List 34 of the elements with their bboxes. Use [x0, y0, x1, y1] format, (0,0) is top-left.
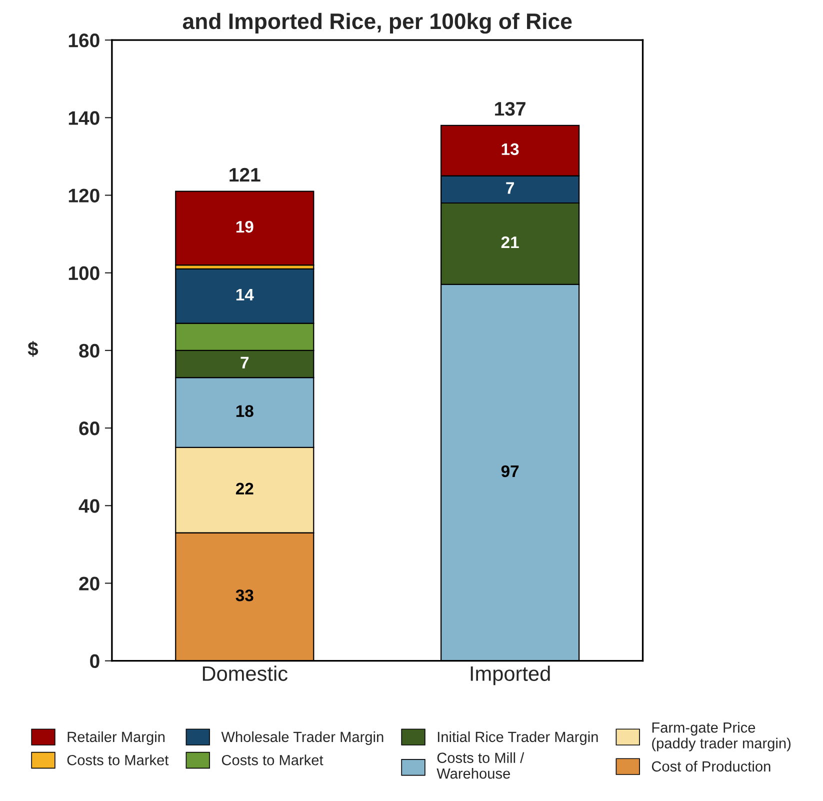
data-label: 33: [236, 589, 254, 602]
x-tick-label: Domestic: [202, 666, 288, 681]
data-label: 97: [501, 465, 519, 478]
data-label: 22: [236, 482, 254, 494]
total-label: 137: [495, 102, 526, 116]
legend-label: Costs to Market: [67, 754, 169, 766]
data-label: 13: [502, 143, 519, 156]
y-tick-label: 40: [78, 499, 100, 513]
legend-label: Wholesale Trader Margin: [221, 731, 384, 745]
y-tick-label: 120: [68, 188, 100, 202]
legend-label: Farm-gate Price (paddy trader margin): [652, 722, 791, 752]
x-tick-label: Imported: [470, 666, 550, 686]
y-tick-label: 100: [68, 266, 100, 280]
y-tick-label: 20: [79, 576, 100, 590]
data-label: 7: [240, 356, 249, 368]
total-label: 121: [230, 168, 260, 182]
bar: [175, 190, 314, 266]
data-label: 7: [506, 182, 514, 194]
y-tick-label: 140: [68, 111, 100, 125]
data-label: 18: [236, 405, 254, 417]
y-tick-label: 0: [90, 654, 100, 668]
data-label: 19: [236, 220, 254, 233]
data-label: 21: [501, 236, 519, 248]
data-label: 14: [236, 288, 254, 300]
legend-label: Cost of Production: [652, 760, 770, 772]
legend-label: Costs to Mill / Warehouse: [436, 752, 524, 779]
y-tick-label: 160: [68, 34, 100, 48]
legend-label: Initial Rice Trader Margin: [438, 731, 598, 745]
legend-label: Costs to Market: [222, 754, 324, 766]
legend-label: Retailer Margin: [68, 731, 165, 745]
y-tick-label: 60: [79, 422, 100, 436]
chart-title: and Imported Rice, per 100kg of Rice: [182, 12, 572, 34]
y-axis-title: $: [28, 341, 38, 357]
y-tick-label: 80: [79, 344, 100, 358]
